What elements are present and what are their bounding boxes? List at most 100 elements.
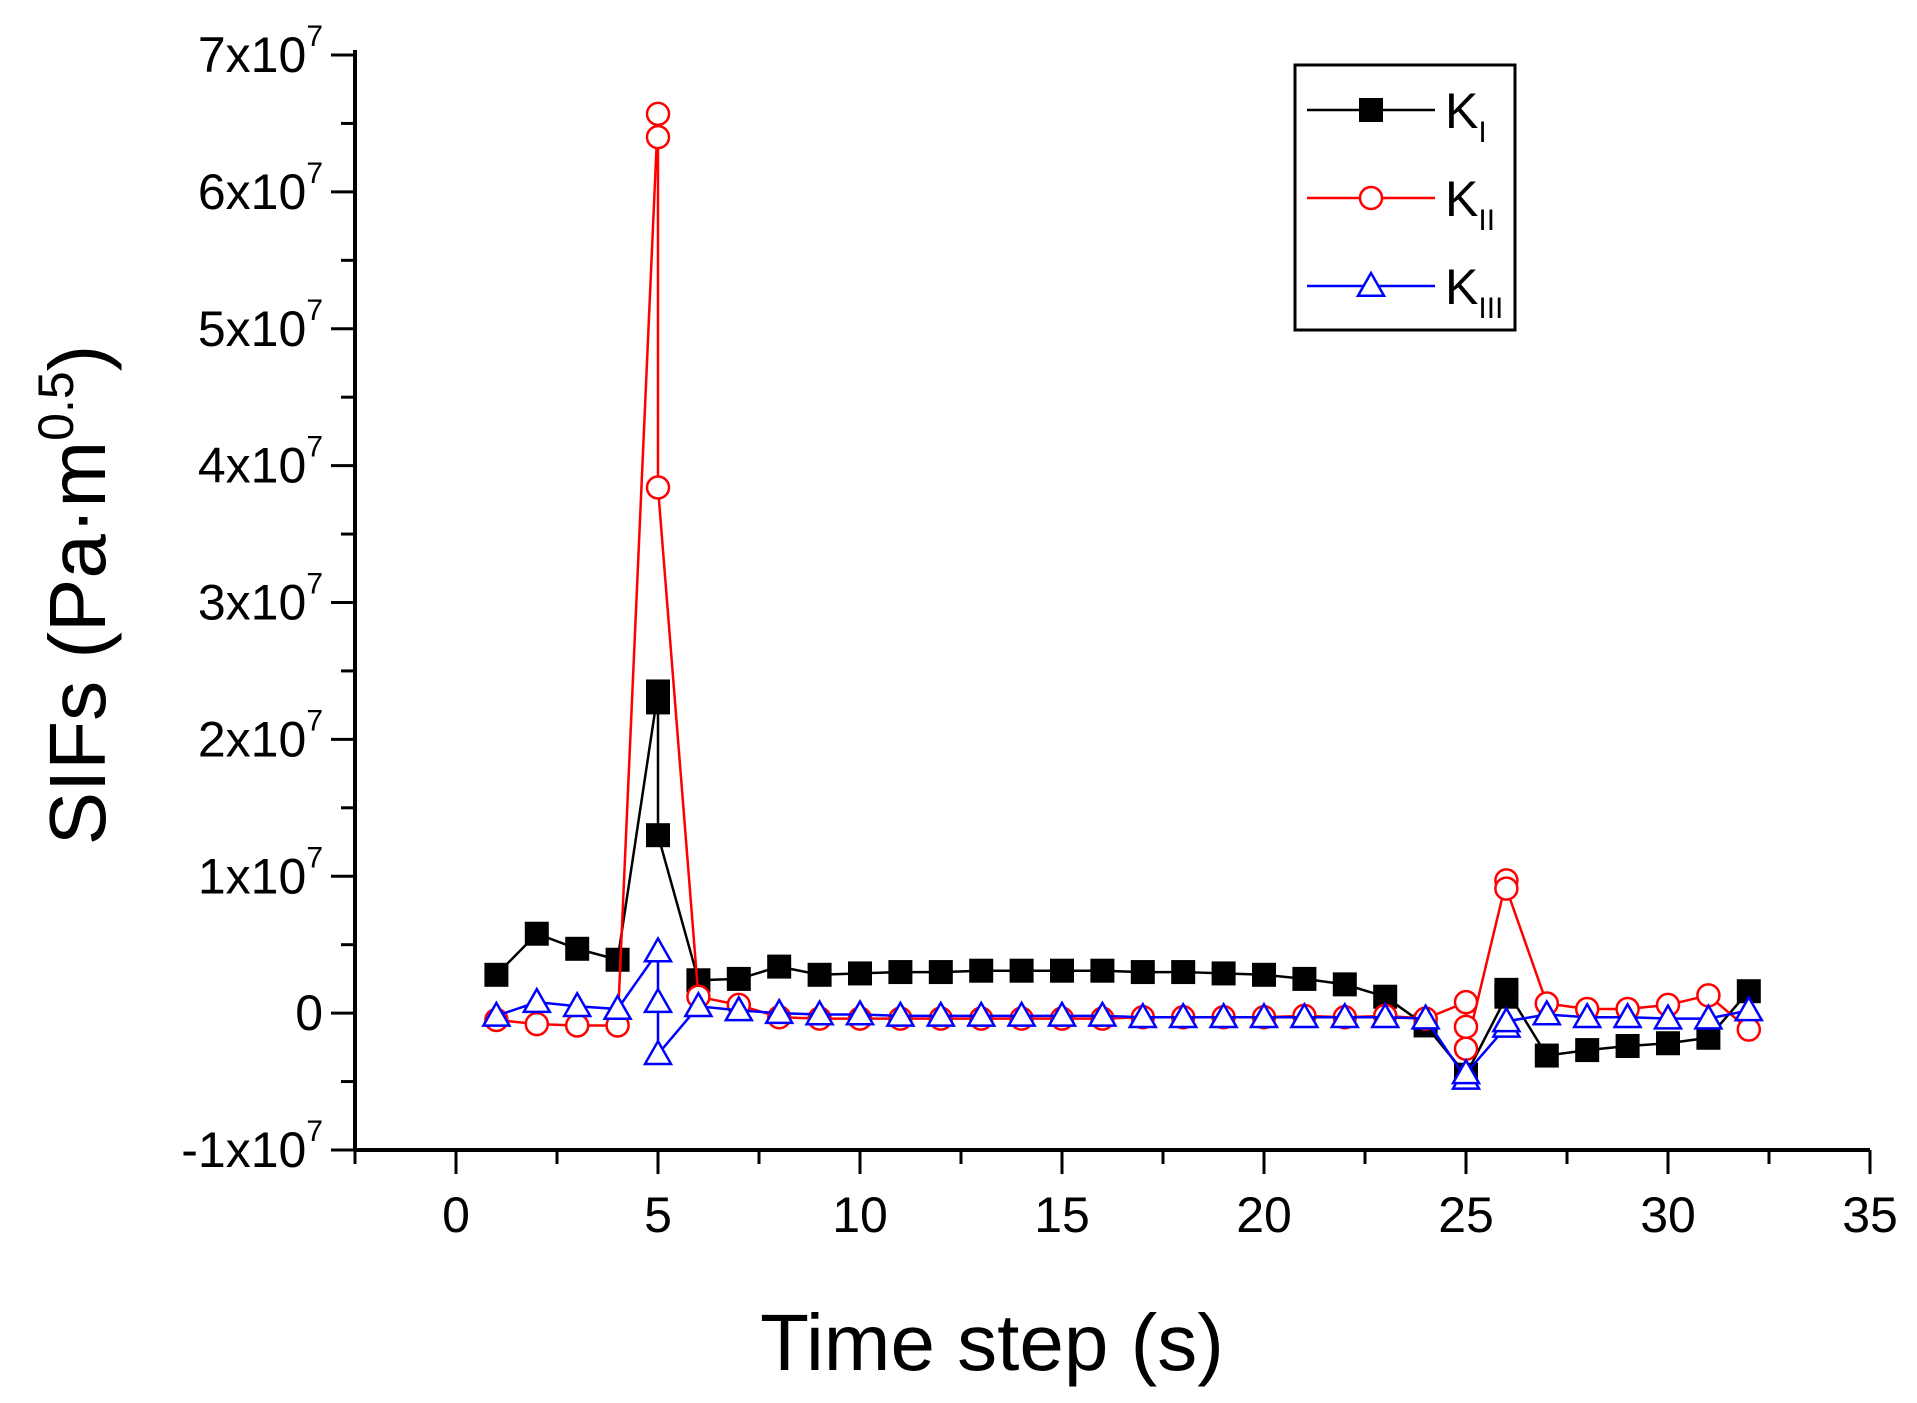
data-point xyxy=(767,954,792,979)
data-point xyxy=(1736,1017,1762,1042)
data-point xyxy=(1531,998,1562,1026)
legend-marker xyxy=(1358,185,1384,211)
data-point xyxy=(646,823,670,848)
legend-entry: KI xyxy=(1307,83,1487,149)
legend-marker xyxy=(1355,270,1387,297)
data-point xyxy=(966,1000,997,1027)
data-point xyxy=(1252,962,1276,987)
x-tick-label: 35 xyxy=(1842,1187,1898,1243)
y-axis-title-text: SIFs (Pa·m xyxy=(33,441,122,845)
data-point xyxy=(564,1013,590,1038)
data-point xyxy=(484,962,509,987)
series-k-ii xyxy=(484,101,1762,1061)
data-point xyxy=(764,997,795,1025)
data-point xyxy=(804,998,835,1026)
data-point xyxy=(1453,989,1479,1015)
data-point xyxy=(723,994,754,1022)
data-point xyxy=(481,1000,512,1027)
y-tick-label: 5x107 xyxy=(198,294,323,357)
y-tick-label: 2x107 xyxy=(198,704,323,767)
series-k-iii xyxy=(481,936,1764,1090)
data-point xyxy=(1453,1014,1479,1040)
data-point xyxy=(1410,1003,1441,1030)
y-tick-label: 6x107 xyxy=(198,157,323,220)
x-tick-label: 25 xyxy=(1438,1187,1494,1243)
data-point xyxy=(562,990,593,1018)
x-tick-label: 5 xyxy=(644,1187,672,1243)
data-point xyxy=(1211,961,1236,986)
data-point xyxy=(602,993,633,1021)
data-point xyxy=(1652,1003,1684,1030)
data-point xyxy=(1612,1001,1643,1029)
y-tick-label: -1x107 xyxy=(181,1115,323,1178)
data-point xyxy=(1046,1000,1078,1027)
data-point xyxy=(524,921,549,946)
y-tick-label: 4x107 xyxy=(198,431,323,494)
data-point xyxy=(605,947,630,972)
data-point xyxy=(1494,876,1519,901)
legend-marker xyxy=(1359,98,1383,122)
data-point xyxy=(1087,1000,1118,1027)
legend-label: KII xyxy=(1445,171,1495,237)
legend-entry: KIII xyxy=(1307,259,1503,325)
x-axis-title: Time step (s) xyxy=(760,1298,1224,1387)
data-point xyxy=(1534,1043,1559,1068)
data-point xyxy=(1370,1001,1401,1029)
data-point xyxy=(1127,1001,1158,1029)
data-point xyxy=(524,1011,550,1037)
x-tick-label: 30 xyxy=(1640,1187,1696,1243)
x-tick-label: 0 xyxy=(442,1187,470,1243)
data-point xyxy=(683,990,714,1018)
data-point xyxy=(642,986,674,1014)
data-point xyxy=(1168,1001,1199,1029)
data-point xyxy=(642,936,674,963)
data-point xyxy=(1733,994,1764,1022)
data-point xyxy=(1332,972,1357,997)
data-point xyxy=(1009,958,1034,983)
data-point xyxy=(645,475,671,500)
data-point xyxy=(646,690,670,715)
data-point xyxy=(1248,1001,1280,1029)
y-axis-title-exponent: 0.5 xyxy=(28,371,84,441)
x-tick-label: 20 xyxy=(1236,1187,1292,1243)
series-line xyxy=(496,113,1750,1050)
data-point xyxy=(1615,1033,1640,1058)
x-axis-title-text: Time step (s) xyxy=(760,1298,1224,1387)
data-point xyxy=(1453,1036,1479,1061)
data-point xyxy=(1572,1001,1603,1029)
data-point xyxy=(1130,960,1155,985)
data-point xyxy=(1171,960,1196,985)
series-k-i xyxy=(484,679,1761,1087)
data-point xyxy=(645,124,671,150)
data-point xyxy=(1494,977,1519,1002)
data-point xyxy=(1006,1000,1037,1027)
x-tick-label: 15 xyxy=(1034,1187,1090,1243)
data-point xyxy=(565,936,590,961)
data-point xyxy=(928,960,953,985)
data-point xyxy=(1575,1038,1600,1063)
data-point xyxy=(645,101,671,127)
data-point xyxy=(925,1000,956,1027)
data-point xyxy=(1090,958,1115,983)
legend: KI KII KIII xyxy=(1293,63,1517,332)
axes: 0 5 10 15 20 25 30 35 -1x107 0 1x107 2x107 3x107 4x10… xyxy=(181,20,1898,1243)
data-point xyxy=(885,1000,916,1027)
data-point xyxy=(807,962,832,987)
y-axis-title-close: ) xyxy=(33,345,122,372)
data-point xyxy=(642,1038,674,1066)
data-point xyxy=(1329,1001,1360,1029)
data-point xyxy=(1208,1001,1239,1029)
data-point xyxy=(1696,983,1721,1008)
series-layer xyxy=(481,101,1764,1090)
data-point xyxy=(1292,966,1317,991)
data-point xyxy=(1693,1003,1724,1030)
x-tick-label: 10 xyxy=(832,1187,888,1243)
data-point xyxy=(1450,1057,1482,1085)
y-tick-label: 1x107 xyxy=(198,841,323,904)
y-tick-label: 0 xyxy=(295,985,323,1041)
legend-entry: KII xyxy=(1307,171,1495,237)
data-point xyxy=(848,961,872,986)
legend-label: KI xyxy=(1445,83,1487,149)
data-point xyxy=(1050,958,1074,983)
